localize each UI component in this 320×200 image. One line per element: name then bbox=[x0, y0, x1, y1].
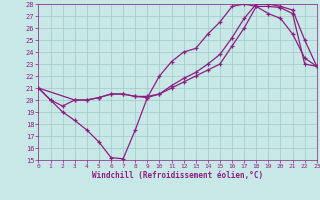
X-axis label: Windchill (Refroidissement éolien,°C): Windchill (Refroidissement éolien,°C) bbox=[92, 171, 263, 180]
